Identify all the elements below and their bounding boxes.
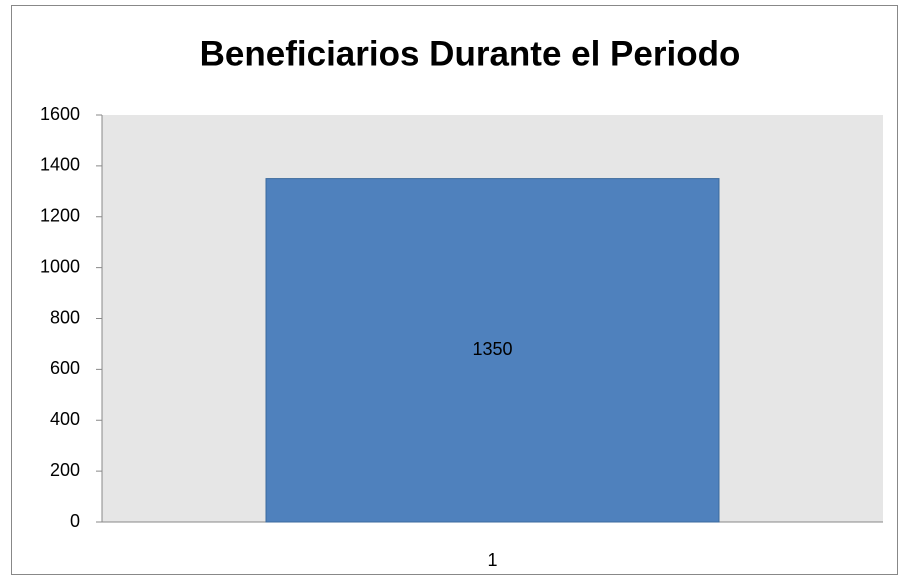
- y-tick-label: 800: [50, 307, 80, 327]
- chart-title: Beneficiarios Durante el Periodo: [200, 34, 741, 73]
- bar: [265, 178, 720, 523]
- data-label: 1350: [472, 339, 512, 359]
- y-tick-label: 1600: [40, 104, 80, 124]
- y-tick-label: 1000: [40, 256, 80, 276]
- y-tick-label: 0: [70, 511, 80, 531]
- y-tick-label: 200: [50, 460, 80, 480]
- y-tick-label: 400: [50, 409, 80, 429]
- y-tick-label: 1400: [40, 155, 80, 175]
- x-tick-label: 1: [487, 550, 497, 570]
- y-tick-label: 600: [50, 358, 80, 378]
- y-tick-label: 1200: [40, 206, 80, 226]
